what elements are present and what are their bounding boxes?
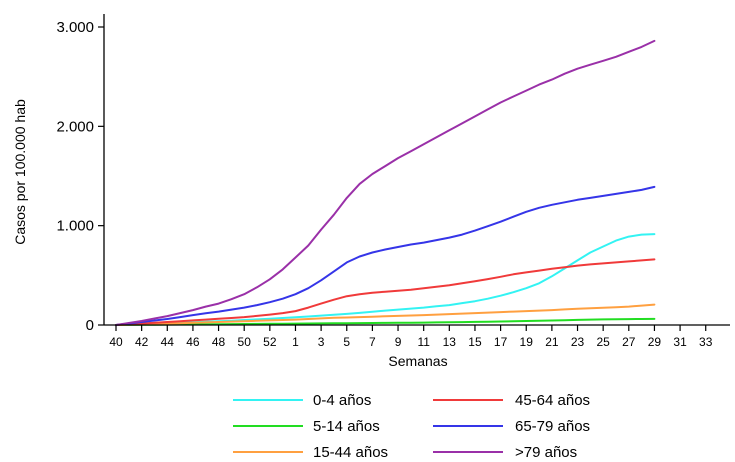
y-axis-title: Casos por 100.000 hab [12, 99, 28, 245]
y-tick-label: 0 [86, 317, 94, 334]
y-tick-label: 1.000 [56, 218, 94, 235]
x-tick-label: 25 [596, 335, 610, 349]
series-line-1 [115, 233, 656, 326]
y-tick-label: 3.000 [56, 19, 94, 36]
legend-label-1: 0-4 años [313, 392, 371, 409]
x-tick-label: 29 [648, 335, 662, 349]
legend-label-6: >79 años [515, 444, 577, 461]
x-tick-label: 50 [238, 335, 252, 349]
x-tick-label: 3 [318, 335, 325, 349]
legend-label-5: 65-79 años [515, 418, 590, 435]
x-tick-label: 52 [263, 335, 277, 349]
x-axis-title: Semanas [388, 353, 447, 369]
x-tick-label: 5 [343, 335, 350, 349]
legend: 0-4 años 5-14 años 15-44 años 45-64 años 65-… [233, 392, 590, 461]
x-tick-label: 42 [135, 335, 149, 349]
axes [103, 14, 730, 326]
x-tick-label: 23 [571, 335, 585, 349]
x-tick-label: 13 [443, 335, 457, 349]
x-tick-label: 44 [161, 335, 175, 349]
x-tick-label: 21 [545, 335, 559, 349]
x-tick-label: 40 [109, 335, 123, 349]
plot-area [115, 39, 656, 326]
legend-label-3: 15-44 años [313, 444, 388, 461]
series-line-2 [115, 317, 656, 326]
x-tick-label: 48 [212, 335, 226, 349]
x-tick-label: 33 [699, 335, 713, 349]
x-tick-label: 31 [673, 335, 687, 349]
x-tick-label: 27 [622, 335, 636, 349]
x-tick-label: 1 [292, 335, 299, 349]
series-line-5 [115, 185, 656, 326]
x-axis-ticks: 40 42 44 46 48 50 52 1 3 5 7 9 11 13 15 17 19 21 23 25 27 29 3… [109, 325, 713, 349]
x-tick-label: 17 [494, 335, 508, 349]
series-line-3 [115, 303, 656, 326]
series-line-6 [115, 39, 656, 326]
x-tick-label: 7 [369, 335, 376, 349]
x-tick-label: 46 [186, 335, 200, 349]
x-tick-label: 9 [395, 335, 402, 349]
x-tick-label: 15 [468, 335, 482, 349]
series-line-4 [115, 258, 656, 326]
legend-label-2: 5-14 años [313, 418, 380, 435]
y-axis-ticks: 0 1.000 2.000 3.000 [56, 19, 104, 334]
legend-label-4: 45-64 años [515, 392, 590, 409]
y-tick-label: 2.000 [56, 118, 94, 135]
x-tick-label: 11 [417, 335, 430, 349]
x-tick-label: 19 [520, 335, 534, 349]
